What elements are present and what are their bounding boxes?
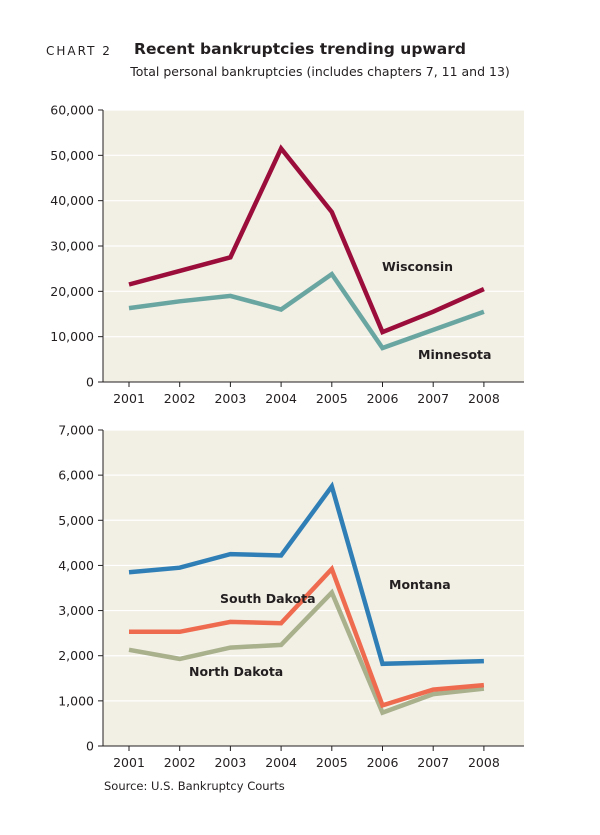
y-tick-label: 40,000 <box>50 193 94 208</box>
series-line-montana <box>128 481 484 667</box>
chart-title: Recent bankruptcies trending upward <box>134 40 466 58</box>
y-tick-label: 10,000 <box>50 329 94 344</box>
y-tick-label: 60,000 <box>50 103 94 118</box>
y-tick-label: 5,000 <box>58 513 94 528</box>
x-tick-label: 2003 <box>214 755 246 770</box>
x-tick-label: 2004 <box>265 755 297 770</box>
y-tick-label: 6,000 <box>58 468 94 483</box>
x-tick-label: 2002 <box>164 755 196 770</box>
x-tick-label: 2003 <box>214 391 246 406</box>
x-tick-label: 2005 <box>316 755 348 770</box>
x-tick-label: 2004 <box>265 391 297 406</box>
series-line-south-dakota <box>129 564 485 709</box>
y-tick-label: 30,000 <box>50 239 94 254</box>
series-label-north-dakota: North Dakota <box>189 664 283 679</box>
series-label-south-dakota: South Dakota <box>220 591 316 606</box>
x-tick-label: 2008 <box>468 391 500 406</box>
series-line-north-dakota <box>128 588 485 716</box>
series-line-wisconsin <box>128 144 485 336</box>
y-tick-label: 0 <box>86 739 94 754</box>
y-tick-label: 50,000 <box>50 148 94 163</box>
y-tick-label: 0 <box>86 375 94 390</box>
x-tick-label: 2008 <box>468 755 500 770</box>
y-tick-label: 1,000 <box>58 693 94 708</box>
x-tick-label: 2002 <box>164 391 196 406</box>
source-note: Source: U.S. Bankruptcy Courts <box>104 779 285 793</box>
x-tick-label: 2006 <box>367 391 399 406</box>
series-label-wisconsin: Wisconsin <box>382 259 453 274</box>
x-tick-label: 2007 <box>417 755 449 770</box>
x-tick-label: 2001 <box>113 391 145 406</box>
series-line-minnesota <box>128 270 485 351</box>
y-tick-label: 2,000 <box>58 648 94 663</box>
series-label-montana: Montana <box>389 577 451 592</box>
chart-subtitle: Total personal bankruptcies (includes ch… <box>130 64 510 79</box>
y-tick-label: 3,000 <box>58 603 94 618</box>
x-tick-label: 2005 <box>316 391 348 406</box>
chart-number: CHART 2 <box>46 44 112 58</box>
x-tick-label: 2006 <box>367 755 399 770</box>
x-tick-label: 2001 <box>113 755 145 770</box>
y-tick-label: 4,000 <box>58 558 94 573</box>
y-tick-label: 20,000 <box>50 284 94 299</box>
y-tick-label: 7,000 <box>58 423 94 438</box>
series-label-minnesota: Minnesota <box>418 347 491 362</box>
x-tick-label: 2007 <box>417 391 449 406</box>
